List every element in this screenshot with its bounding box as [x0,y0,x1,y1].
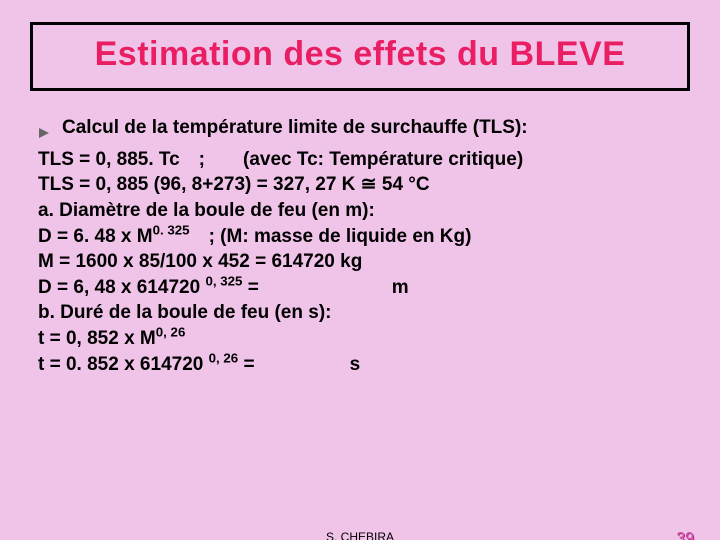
title-frame: Estimation des effets du BLEVE [30,22,690,91]
t-formula-exp: 0, 26 [156,325,186,340]
line-t-calc: t = 0. 852 x 614720 0, 26 = s [38,352,682,378]
bullet-row: Calcul de la température limite de surch… [38,115,682,147]
t-formula-a: t = 0, 852 x M [38,328,156,349]
d-calc-exp: 0, 325 [205,274,242,289]
line-t-formula: t = 0, 852 x M0, 26 [38,326,682,352]
d-formula-a: D = 6. 48 x M [38,226,153,247]
line-d-calc: D = 6, 48 x 614720 0, 325 = m [38,275,682,301]
slide-title: Estimation des effets du BLEVE [45,35,675,74]
line-b-heading: b. Duré de la boule de feu (en s): [38,300,682,326]
t-calc-exp: 0, 26 [209,350,239,365]
line-d-formula: D = 6. 48 x M0. 325 ; (M: masse de liqui… [38,224,682,250]
slide-content: Calcul de la température limite de surch… [38,115,682,377]
line-a-heading: a. Diamètre de la boule de feu (en m): [38,198,682,224]
line-tls-result: TLS = 0, 885 (96, 8+273) = 327, 27 K ≅ 5… [38,172,682,198]
t-calc-b: = s [238,354,360,375]
bullet-text: Calcul de la température limite de surch… [62,115,528,141]
line-m-calc: M = 1600 x 85/100 x 452 = 614720 kg [38,249,682,275]
d-formula-exp: 0. 325 [153,222,190,237]
page-number: 39 [676,530,694,540]
d-calc-a: D = 6, 48 x 614720 [38,277,205,298]
t-calc-a: t = 0. 852 x 614720 [38,354,209,375]
footer-author: S. CHEBIRA [0,530,720,540]
d-calc-b: = m [242,277,408,298]
arrow-bullet-icon [38,121,50,147]
line-tls-formula: TLS = 0, 885. Tc ; (avec Tc: Température… [38,147,682,173]
d-formula-b: ; (M: masse de liquide en Kg) [190,226,472,247]
